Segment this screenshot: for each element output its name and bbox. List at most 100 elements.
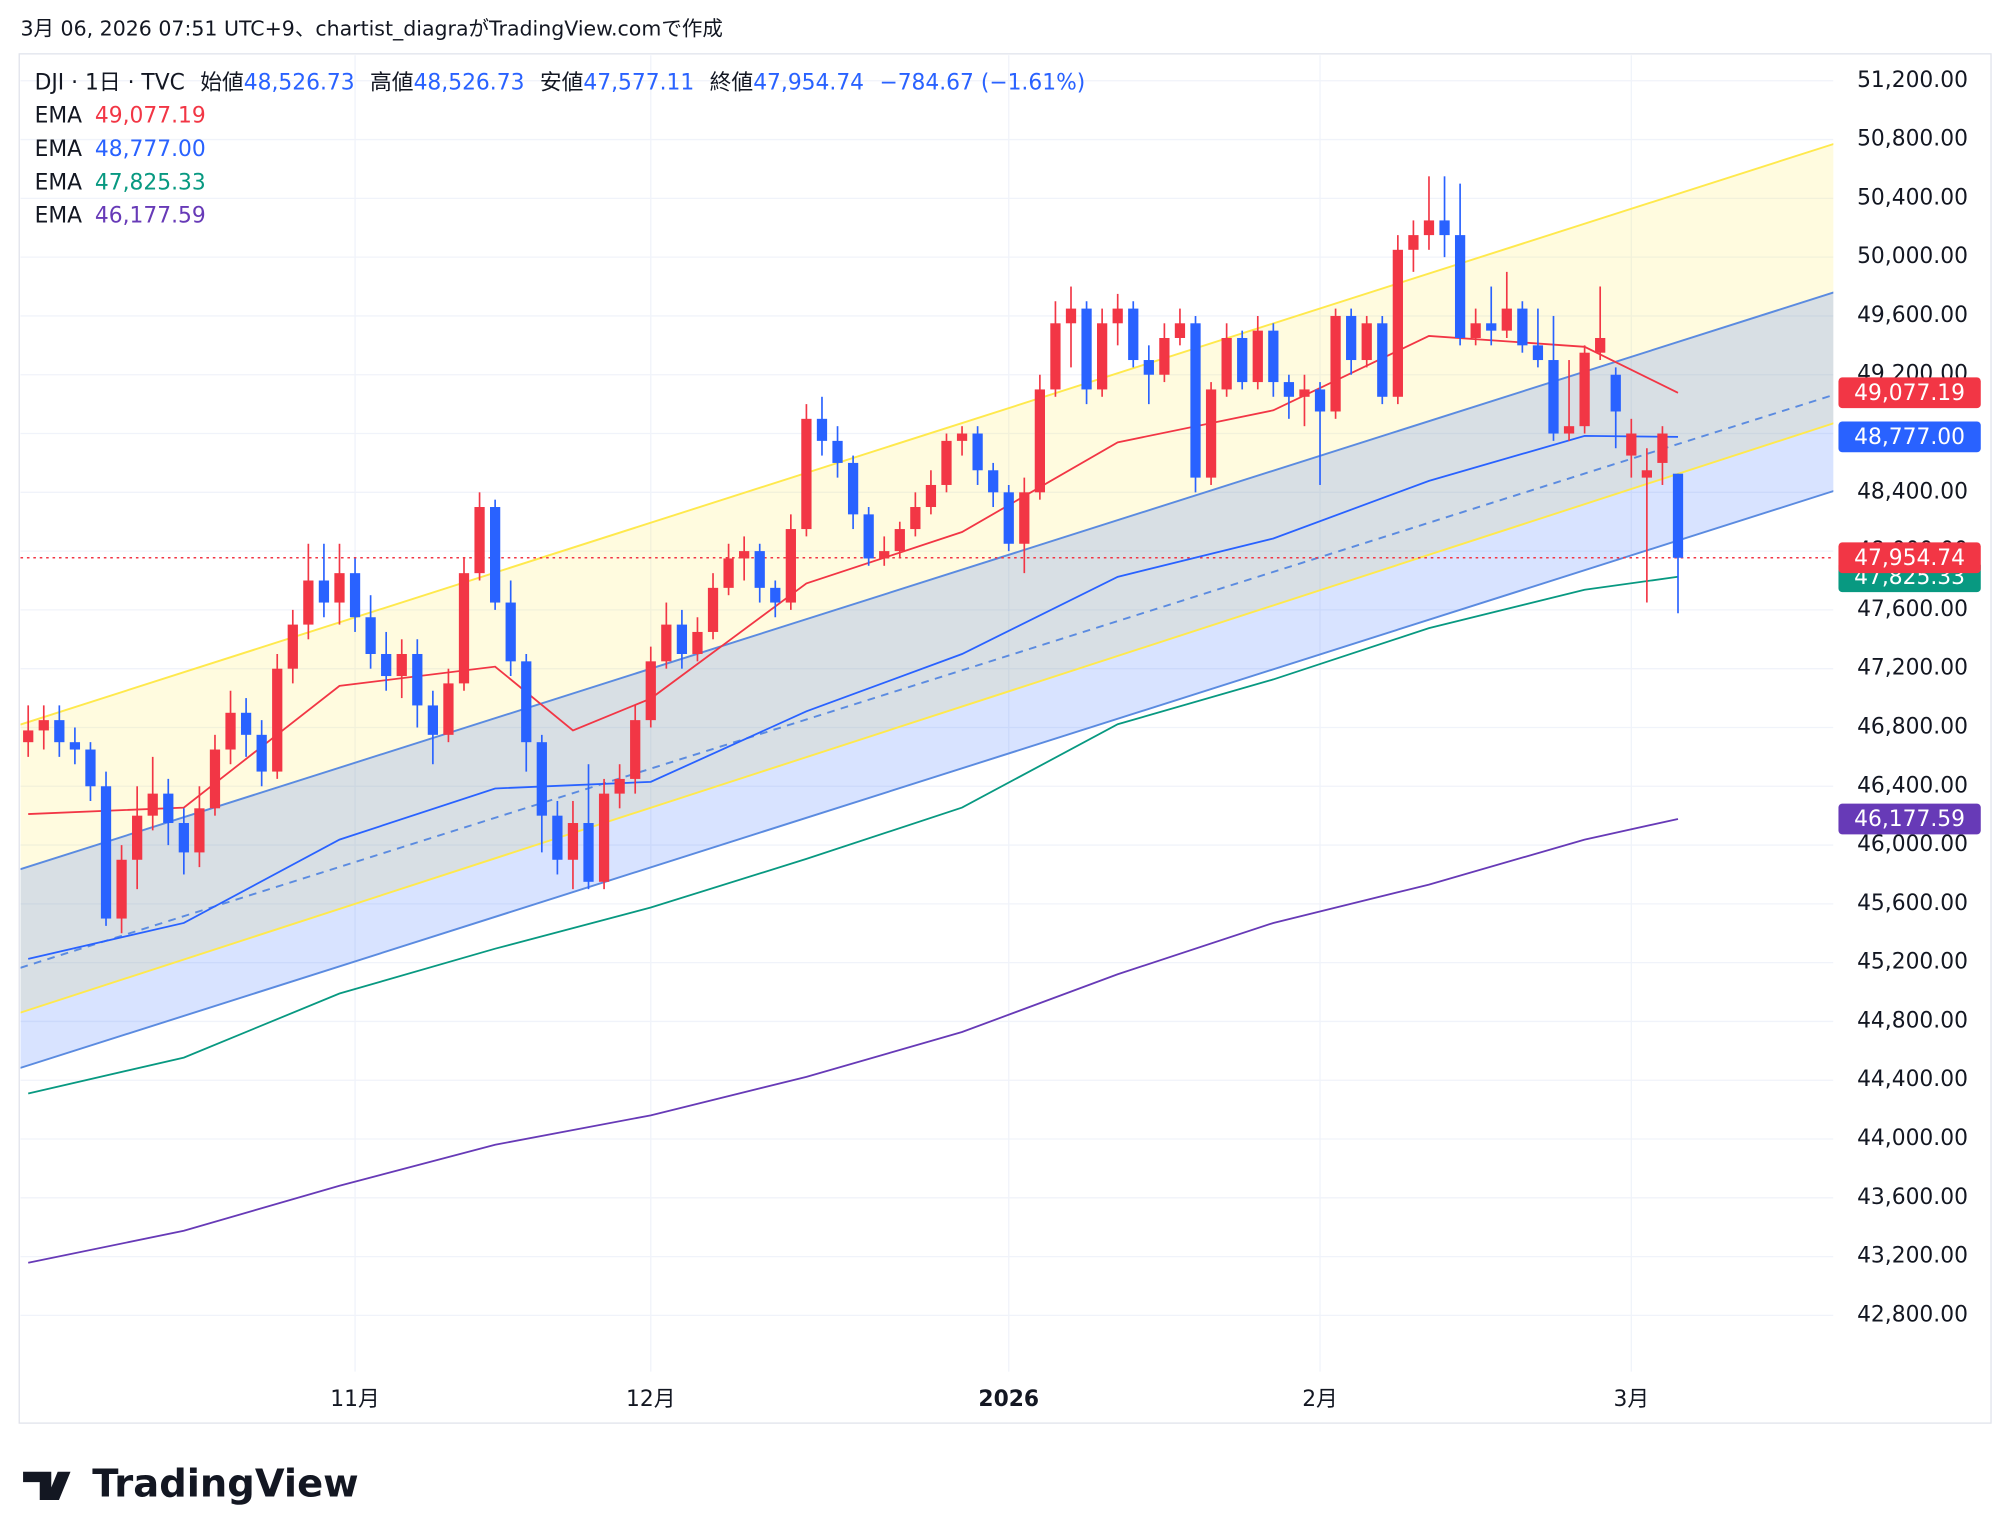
candle-body bbox=[1470, 323, 1481, 338]
candle-body bbox=[1314, 389, 1326, 412]
candle-body bbox=[303, 580, 314, 625]
channel-line bbox=[20, 291, 1834, 871]
candle-body bbox=[85, 749, 96, 787]
candle-body bbox=[474, 507, 485, 574]
channel-line bbox=[20, 393, 1834, 969]
candle-body bbox=[816, 418, 828, 441]
price-tag-label: 47,954.74 bbox=[1854, 546, 1965, 571]
candle-body bbox=[1081, 308, 1092, 390]
candle-body bbox=[194, 808, 205, 853]
price-tag bbox=[1838, 542, 1981, 574]
plot-area bbox=[20, 55, 1834, 1372]
candle-body bbox=[925, 484, 937, 508]
candle-body bbox=[1501, 308, 1512, 331]
ohlc-label: 安値 bbox=[540, 70, 584, 95]
legend: DJI · 1日 · TVC 始値48,526.73 高値48,526.73 安値47… bbox=[35, 70, 1086, 228]
candle-body bbox=[1408, 235, 1419, 250]
candle-body bbox=[23, 730, 34, 743]
legend-name: EMA bbox=[35, 104, 83, 129]
price-tag bbox=[1838, 421, 1981, 453]
candle-body bbox=[1595, 337, 1606, 353]
candle-body bbox=[225, 712, 236, 750]
candle-body bbox=[163, 793, 174, 824]
ohlc-legend: DJI · 1日 · TVC 始値48,526.73 高値48,526.73 安値47… bbox=[35, 70, 1086, 95]
chart-frame bbox=[18, 53, 1992, 1424]
candle-body bbox=[1065, 308, 1077, 324]
candle-body bbox=[972, 433, 983, 471]
candle-body bbox=[739, 551, 750, 559]
candle-body bbox=[1423, 220, 1435, 236]
candle-body bbox=[614, 778, 625, 794]
channel-line bbox=[20, 422, 1834, 1014]
candle-body bbox=[1532, 345, 1544, 361]
legend-entry: EMA 46,177.59 bbox=[35, 204, 206, 229]
candle-body bbox=[1579, 352, 1590, 427]
candle-body bbox=[1299, 389, 1310, 397]
candle-body bbox=[1346, 315, 1357, 361]
y-tick-label: 44,400.00 bbox=[1857, 1067, 1968, 1092]
candle-body bbox=[116, 859, 127, 919]
candle-body bbox=[1330, 315, 1341, 412]
y-tick-label: 43,600.00 bbox=[1857, 1185, 1968, 1210]
price-tag bbox=[1838, 377, 1981, 409]
price-tag-label: 49,077.19 bbox=[1854, 381, 1965, 406]
candle-body bbox=[100, 786, 112, 919]
y-tick-label: 50,400.00 bbox=[1857, 185, 1968, 210]
candle-body bbox=[1097, 323, 1108, 390]
y-tick-label: 45,600.00 bbox=[1857, 891, 1968, 916]
y-tick-label: 44,000.00 bbox=[1857, 1126, 1968, 1151]
candle-body bbox=[396, 653, 407, 677]
y-tick-label: 47,600.00 bbox=[1857, 597, 1968, 622]
y-tick-label: 50,000.00 bbox=[1857, 244, 1968, 269]
candle-body bbox=[1190, 323, 1201, 478]
channel-line bbox=[20, 490, 1834, 1069]
candle-body bbox=[521, 661, 532, 743]
candle-body bbox=[1221, 337, 1232, 390]
candle-body bbox=[1548, 360, 1559, 434]
ohlc-value: 47,577.11 bbox=[583, 70, 694, 95]
candle-body bbox=[863, 514, 874, 559]
candle-body bbox=[1672, 473, 1684, 558]
candle-body bbox=[147, 793, 158, 816]
legend-value: 48,777.00 bbox=[95, 137, 206, 162]
candle-body bbox=[552, 815, 563, 860]
legend-value: 49,077.19 bbox=[95, 104, 206, 129]
candle-body bbox=[723, 558, 734, 588]
y-tick-label: 44,800.00 bbox=[1857, 1008, 1968, 1033]
candle-body bbox=[1143, 360, 1154, 375]
channel-fill bbox=[20, 292, 1834, 1068]
y-tick-label: 49,600.00 bbox=[1857, 303, 1968, 328]
candle-body bbox=[832, 440, 843, 463]
ohlc-label: 高値 bbox=[370, 70, 414, 95]
candle-body bbox=[505, 602, 516, 662]
y-tick-label: 50,800.00 bbox=[1857, 127, 1968, 152]
legend-entry: EMA 47,825.33 bbox=[35, 170, 206, 195]
candle-body bbox=[490, 507, 501, 603]
candle-body bbox=[240, 712, 252, 735]
candle-body bbox=[1439, 220, 1450, 236]
y-tick-label: 46,000.00 bbox=[1857, 832, 1968, 857]
legend-value: 47,825.33 bbox=[95, 170, 206, 195]
candle-body bbox=[458, 573, 470, 684]
ema-line bbox=[28, 575, 1679, 1095]
candle-body bbox=[1486, 323, 1497, 331]
candle-body bbox=[707, 587, 719, 632]
legend-entry: EMA 49,077.19 bbox=[35, 104, 206, 129]
candle-body bbox=[1657, 433, 1668, 463]
candle-body bbox=[69, 742, 81, 750]
candle-body bbox=[879, 551, 890, 559]
candle-body bbox=[598, 793, 610, 882]
candle-body bbox=[1159, 337, 1170, 375]
logo-icon bbox=[23, 1471, 71, 1501]
candle-body bbox=[38, 720, 49, 731]
candle-body bbox=[272, 668, 283, 772]
ema-line bbox=[28, 335, 1679, 815]
candle-body bbox=[567, 823, 579, 860]
candle-body bbox=[1050, 323, 1061, 390]
candle-body bbox=[1268, 330, 1279, 383]
legend-value: 46,177.59 bbox=[95, 204, 206, 229]
brand-logo: TradingView bbox=[23, 1461, 359, 1506]
candle-body bbox=[910, 507, 921, 530]
candle-body bbox=[412, 653, 423, 706]
candle-body bbox=[956, 433, 968, 441]
